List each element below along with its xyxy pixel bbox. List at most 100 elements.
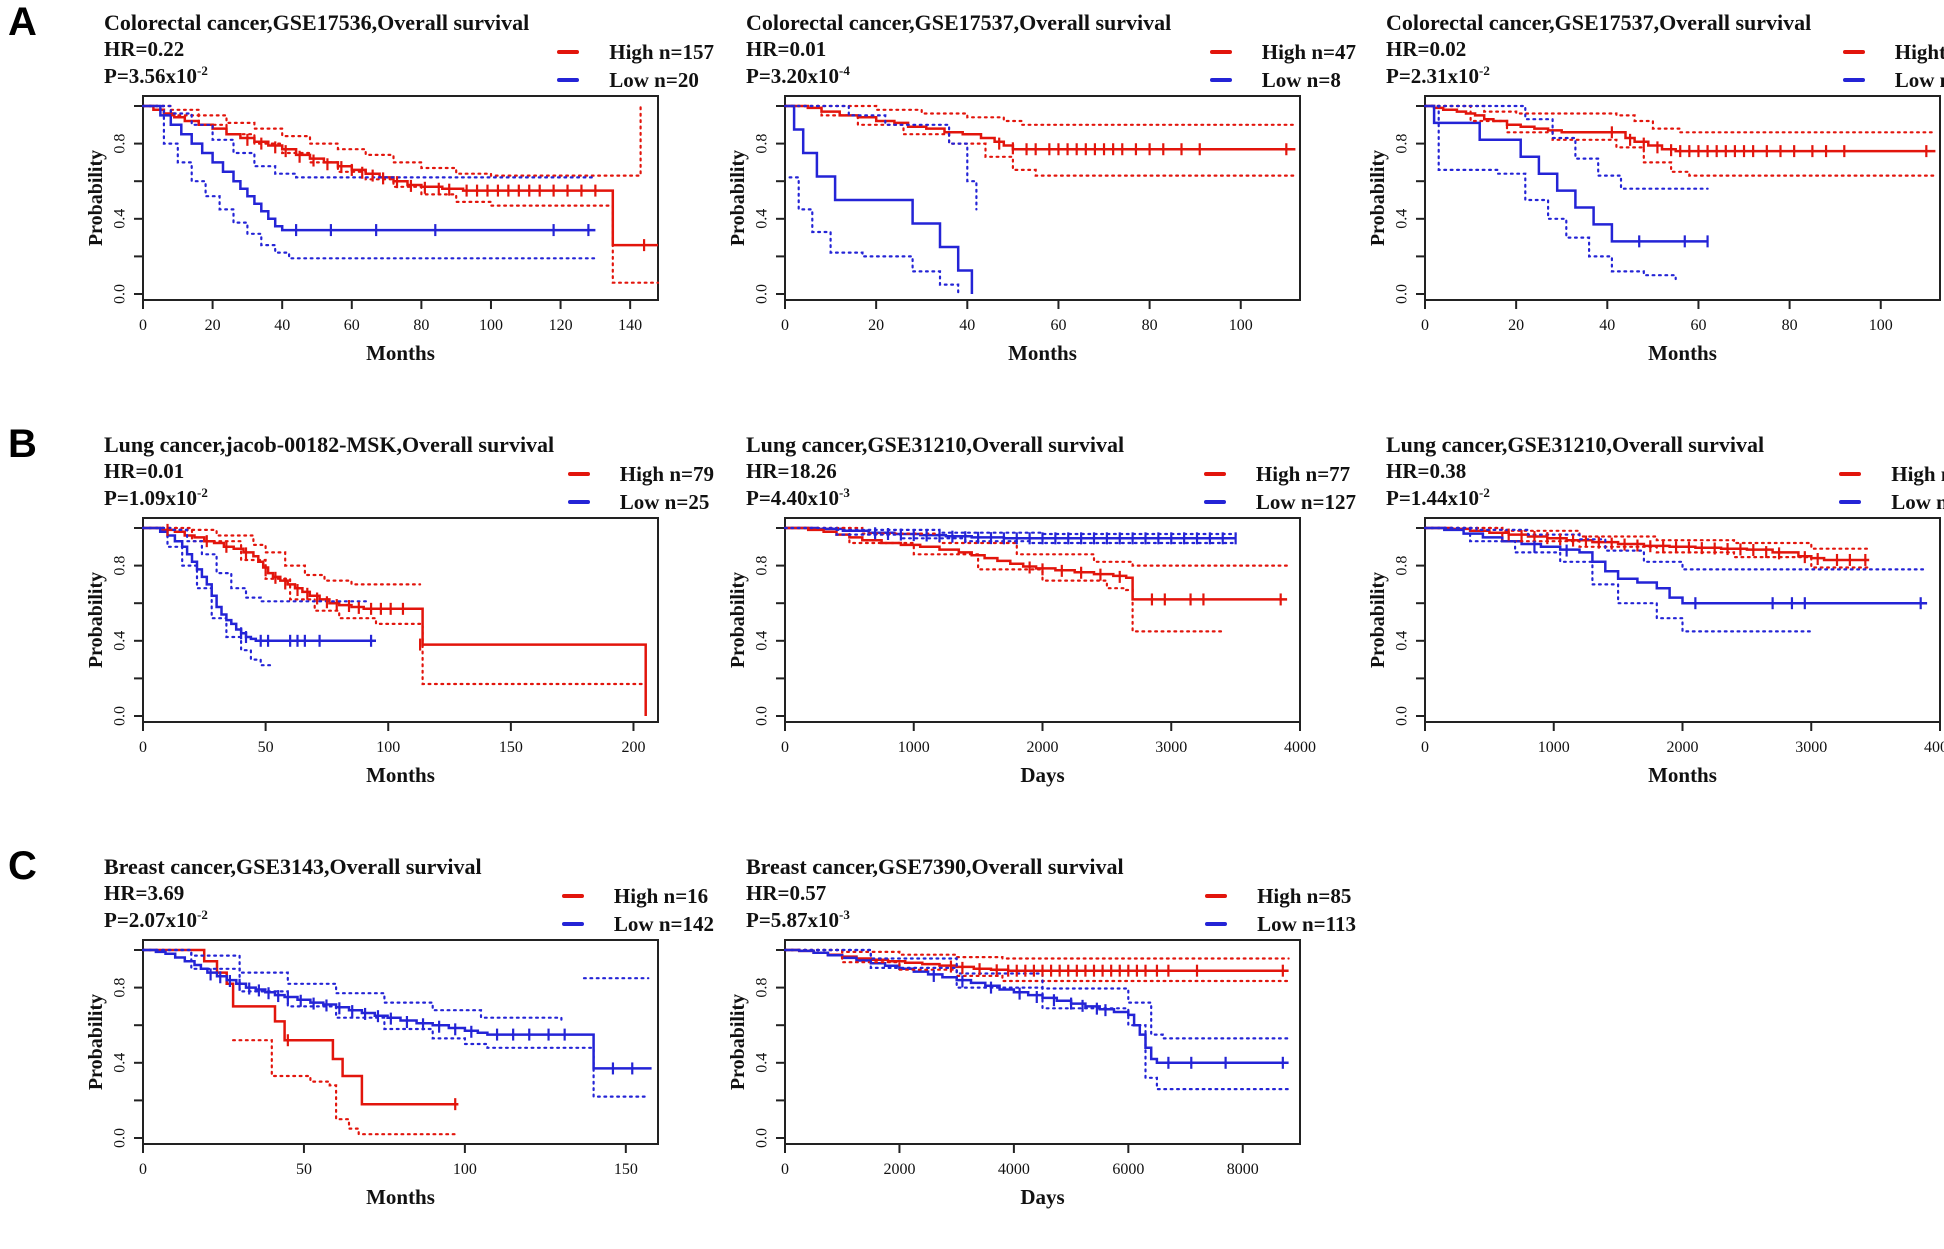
panel-title: Lung cancer,jacob-00182-MSK,Overall surv…	[104, 432, 555, 457]
svg-text:20: 20	[205, 317, 221, 334]
legend: High n=79 Low n=25	[567, 459, 714, 514]
y-axis-label: Probability	[1367, 572, 1389, 668]
panel-stats: HR=0.02 P=2.31x10-2	[1386, 37, 1490, 88]
curve-high-dot	[783, 104, 1297, 126]
legend-label-low: Low n=26	[1891, 489, 1944, 514]
svg-text:0: 0	[139, 317, 147, 334]
curve-low-dot	[141, 526, 272, 668]
legend: High n=157 Low n=20	[557, 37, 714, 92]
svg-text:0.0: 0.0	[112, 284, 129, 304]
legend-item-low: Low n=11	[1842, 68, 1944, 92]
svg-text:120: 120	[549, 317, 573, 334]
km-panel-a3: Colorectal cancer,GSE17537,Overall survi…	[1367, 10, 1944, 372]
curve-high-dot	[783, 948, 1290, 960]
panel-stats: HR=0.57 P=5.87x10-3	[746, 881, 850, 932]
km-plot: 0.0 0.4 0.8 0 1000 2000 3000 4000 Days Probabilit…	[727, 516, 1316, 787]
axes: 0.0 0.4 0.8 0 1000 2000 3000 4000 Days Probabilit…	[727, 516, 1316, 787]
svg-text:3000: 3000	[1155, 739, 1187, 756]
legend-label-low: Low n=127	[1255, 489, 1356, 514]
curve-low-dot	[141, 104, 597, 260]
high-dash-icon	[1209, 50, 1232, 55]
hr-value: HR=0.01	[746, 37, 827, 62]
svg-text:0.8: 0.8	[754, 133, 771, 153]
legend-item-low: Low n=25	[567, 490, 714, 514]
svg-text:0.4: 0.4	[112, 1052, 129, 1072]
km-plot: 0.0 0.4 0.8 0 20 40 60 80 100 Months Probability	[727, 94, 1301, 365]
legend-label-high: High n=77	[1255, 462, 1351, 487]
curve-high-dot	[783, 948, 1290, 983]
svg-text:8000: 8000	[1227, 1161, 1259, 1178]
legend-label-high: High n=47	[1261, 40, 1356, 65]
legend-item-low: Low n=113	[1205, 912, 1356, 936]
legend-label-low: Low n=20	[609, 67, 699, 92]
svg-text:0.4: 0.4	[754, 1052, 771, 1072]
km-plot: 0.0 0.4 0.8 0 50 100 150 200 Months Probability	[85, 516, 659, 787]
x-axis-label: Months	[1648, 341, 1717, 365]
km-plot: 0.0 0.4 0.8 0 20 40 60 80 100 120 140 Months Probabi…	[85, 94, 660, 365]
p-value: P=2.31x10-2	[1386, 62, 1490, 88]
svg-text:0.8: 0.8	[112, 555, 129, 575]
axes: 0.0 0.4 0.8 0 20 40 60 80 100 Months Probability	[727, 94, 1301, 365]
panel-title: Colorectal cancer,GSE17537,Overall survi…	[746, 10, 1172, 35]
svg-text:40: 40	[274, 317, 290, 334]
p-value: P=2.07x10-2	[104, 906, 208, 932]
svg-text:2000: 2000	[1667, 739, 1699, 756]
svg-text:1000: 1000	[898, 739, 930, 756]
axes: 0.0 0.4 0.8 0 20 40 60 80 100 120 140 Months Probabi…	[85, 94, 659, 365]
legend-item-high: High n=16	[561, 884, 714, 908]
svg-text:50: 50	[296, 1161, 312, 1178]
svg-text:0: 0	[1421, 317, 1429, 334]
legend-label-high: High n=178	[1891, 462, 1944, 487]
svg-text:4000: 4000	[1924, 739, 1944, 756]
svg-text:2000: 2000	[1027, 739, 1059, 756]
panel-stats: HR=0.01 P=3.20x10-4	[746, 37, 850, 88]
curve-high-solid	[143, 948, 459, 1106]
svg-text:40: 40	[959, 317, 975, 334]
legend: High n=85 Low n=113	[1205, 881, 1356, 936]
x-axis-label: Months	[366, 341, 435, 365]
y-axis-label: Probability	[85, 994, 107, 1090]
curve-low-dot	[1423, 526, 1813, 635]
km-panel-b1: Lung cancer,jacob-00182-MSK,Overall surv…	[85, 432, 720, 794]
hr-value: HR=0.01	[104, 459, 185, 484]
legend: High n=16 Low n=142	[561, 881, 714, 936]
x-axis-label: Days	[1020, 763, 1064, 787]
legend: Hight n=44 Low n=11	[1842, 37, 1944, 92]
km-panel-a1: Colorectal cancer,GSE17536,Overall survi…	[85, 10, 720, 372]
legend-label-high: High n=85	[1257, 884, 1352, 909]
x-axis-label: Months	[1648, 763, 1717, 787]
legend-item-high: Hight n=44	[1842, 40, 1944, 64]
svg-text:0.8: 0.8	[112, 133, 129, 153]
low-dash-icon	[561, 921, 584, 926]
svg-text:6000: 6000	[1112, 1161, 1144, 1178]
curve-low-dot	[141, 948, 650, 1098]
hr-value: HR=0.22	[104, 37, 185, 62]
curve-low-dot	[783, 104, 978, 211]
curve-low-solid	[785, 104, 974, 294]
km-plot: 0.0 0.4 0.8 0 50 100 150 Months Probability	[85, 938, 659, 1209]
curve-high-dot	[783, 104, 1297, 177]
legend-item-high: High n=157	[557, 40, 714, 64]
legend-label-high: High n=157	[609, 40, 714, 65]
svg-text:50: 50	[258, 739, 274, 756]
panel-title: Lung cancer,GSE31210,Overall survival	[746, 432, 1125, 457]
p-value: P=1.44x10-2	[1386, 484, 1490, 510]
x-axis-label: Months	[366, 1185, 435, 1209]
svg-text:0.8: 0.8	[754, 555, 771, 575]
p-value: P=3.56x10-2	[104, 62, 208, 88]
legend-label-low: Low n=142	[613, 911, 714, 936]
curve-low-solid	[143, 104, 596, 232]
p-value: P=5.87x10-3	[746, 906, 850, 932]
svg-text:0: 0	[781, 1161, 789, 1178]
row-label-b: B	[8, 422, 37, 466]
svg-text:40: 40	[1599, 317, 1615, 334]
curve-high-dot	[783, 526, 1289, 567]
svg-text:0.8: 0.8	[1394, 133, 1411, 153]
legend-item-high: High n=47	[1209, 40, 1356, 65]
svg-text:140: 140	[618, 317, 642, 334]
high-dash-icon	[557, 50, 580, 55]
axes: 0.0 0.4 0.8 0 2000 4000 6000 8000 Days Probabilit…	[727, 938, 1301, 1209]
curve-high-dot	[783, 526, 1224, 633]
svg-text:0.4: 0.4	[754, 208, 771, 228]
